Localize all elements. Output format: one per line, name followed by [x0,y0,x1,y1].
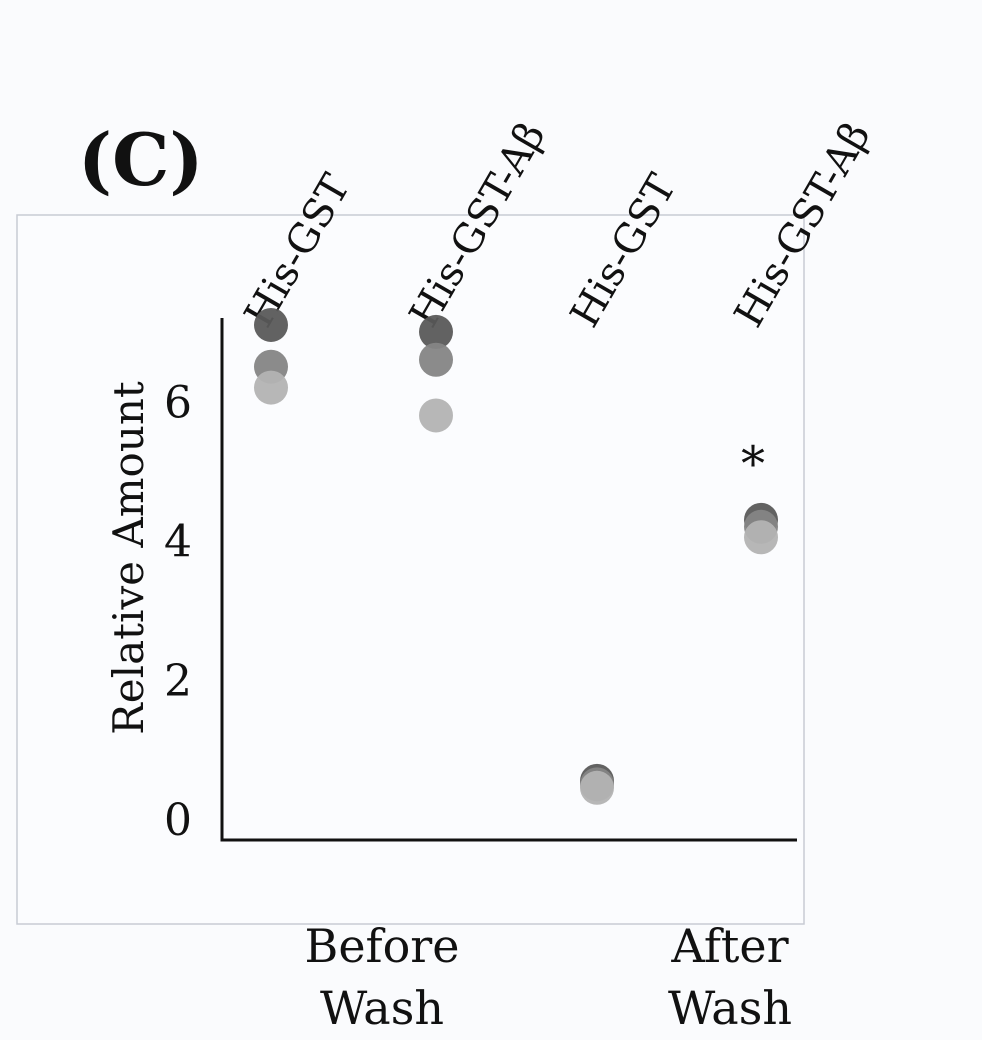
data-point [254,370,288,405]
data-point [254,307,288,342]
y-axis-label: Relative Amount [104,381,153,735]
group-label-line: Wash [668,981,792,1035]
data-points [254,307,778,805]
group-label-line: After [670,919,788,973]
y-tick-label: 0 [164,795,192,846]
y-axis-ticks: 0 2 4 6 [164,378,192,847]
y-tick-label: 6 [164,378,192,429]
group-label-line: Before [305,919,460,973]
data-point [580,770,614,805]
group-labels: Before Wash After Wash [305,919,792,1035]
data-point [419,314,453,349]
significance-asterisk: * [741,436,765,492]
panel-label: (C) [78,117,203,202]
data-point [419,342,453,377]
y-tick-label: 4 [164,517,192,568]
data-point [419,398,453,433]
group-label-line: Wash [320,981,444,1035]
y-tick-label: 2 [164,656,192,707]
plot-frame [16,214,805,925]
data-point [744,520,778,555]
annotations: * [741,436,765,492]
axes [220,318,797,842]
